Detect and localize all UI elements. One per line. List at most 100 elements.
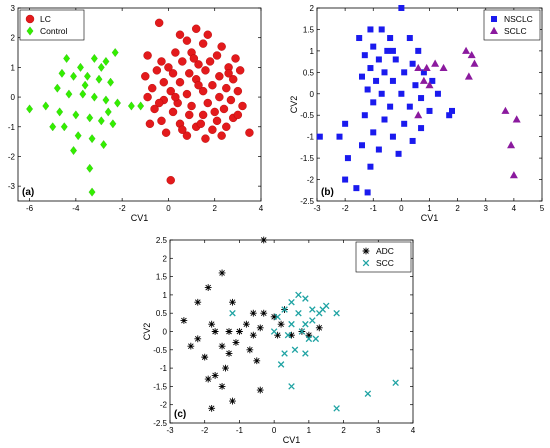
data-point (406, 35, 413, 42)
y-tick-label: 0.5 (156, 309, 168, 318)
data-point (315, 324, 323, 332)
data-point (232, 339, 240, 346)
data-point (446, 112, 453, 119)
data-point (198, 110, 208, 120)
data-point (409, 60, 416, 67)
data-point (342, 120, 349, 127)
data-point (225, 350, 233, 357)
data-point (65, 89, 73, 99)
data-point (333, 405, 340, 412)
data-point (70, 146, 77, 155)
legend-marker (490, 26, 498, 34)
data-point (414, 111, 423, 119)
data-point (395, 150, 402, 157)
data-point (210, 107, 219, 117)
legend-marker (362, 259, 370, 267)
legend-marker (491, 16, 497, 22)
x-tick-label: -6 (26, 204, 34, 213)
data-point (74, 131, 82, 141)
data-point (128, 101, 135, 111)
data-point (246, 346, 254, 354)
data-point (178, 57, 187, 66)
data-point (392, 56, 399, 63)
data-point (359, 142, 365, 149)
data-point (152, 66, 162, 75)
data-point (235, 66, 245, 75)
data-point (182, 89, 192, 99)
data-point (97, 116, 105, 126)
legend-label: LC (40, 14, 51, 24)
data-point (100, 140, 108, 150)
data-point (198, 39, 208, 48)
x-tick-label: 0 (166, 204, 171, 213)
data-point (219, 104, 229, 114)
x-tick-label: 2 (212, 204, 217, 213)
data-point (242, 320, 250, 328)
data-point (203, 30, 212, 39)
x-tick-label: 0 (272, 426, 277, 435)
data-point (81, 80, 89, 90)
data-point (256, 386, 264, 394)
legend-label: SCLC (504, 26, 527, 36)
data-point (194, 335, 202, 343)
data-point (218, 383, 226, 390)
data-point (344, 155, 351, 162)
data-point (226, 95, 236, 105)
data-point (412, 82, 419, 89)
data-point (256, 324, 264, 332)
legend-marker (26, 26, 34, 36)
data-point (367, 163, 374, 170)
data-point (215, 72, 224, 81)
data-point (231, 54, 240, 63)
data-point (295, 309, 302, 317)
data-point (398, 5, 405, 11)
data-point (245, 128, 254, 137)
data-point (375, 146, 382, 153)
data-point (141, 72, 150, 81)
data-point (191, 24, 201, 33)
data-point (319, 306, 327, 313)
data-point (415, 47, 422, 54)
data-point (387, 35, 394, 42)
data-point (353, 185, 360, 192)
y-tick-label: 2.5 (156, 236, 168, 245)
data-point (53, 83, 61, 93)
data-point (233, 86, 243, 96)
data-point (217, 131, 226, 140)
data-point (218, 269, 226, 277)
y-tick-label: -1 (160, 364, 168, 373)
data-point (389, 133, 396, 140)
x-tick-label: 3 (376, 426, 381, 435)
data-point (63, 54, 70, 63)
data-point (49, 122, 57, 132)
y-tick-label: -1 (8, 123, 16, 132)
data-point (56, 107, 64, 117)
data-point (281, 350, 288, 357)
data-point (145, 119, 155, 129)
data-point (270, 313, 278, 321)
data-point (180, 317, 188, 324)
data-point (409, 137, 416, 144)
data-point (512, 115, 521, 123)
data-point (249, 331, 257, 339)
data-point (401, 69, 408, 76)
data-point (336, 133, 343, 140)
data-point (208, 80, 217, 90)
panel-label: (c) (174, 409, 186, 420)
data-point (342, 176, 349, 183)
data-point (284, 331, 292, 339)
data-point (111, 48, 119, 57)
data-point (58, 68, 66, 78)
data-point (196, 119, 206, 129)
chart-panel-2: -3 -2 -1 0 1 2 3 4 5 -2.5 -2 -1.5 -1 -0.5 0 0.5 1 1.5 2 CV1… (289, 4, 545, 223)
data-point (217, 42, 226, 51)
data-point (194, 298, 202, 306)
x-tick-label: -3 (313, 204, 321, 213)
data-point (316, 133, 323, 140)
data-point (281, 306, 288, 313)
data-point (187, 342, 195, 350)
data-point (168, 107, 178, 117)
data-point (88, 187, 96, 197)
y-tick-label: -2.5 (300, 197, 314, 206)
